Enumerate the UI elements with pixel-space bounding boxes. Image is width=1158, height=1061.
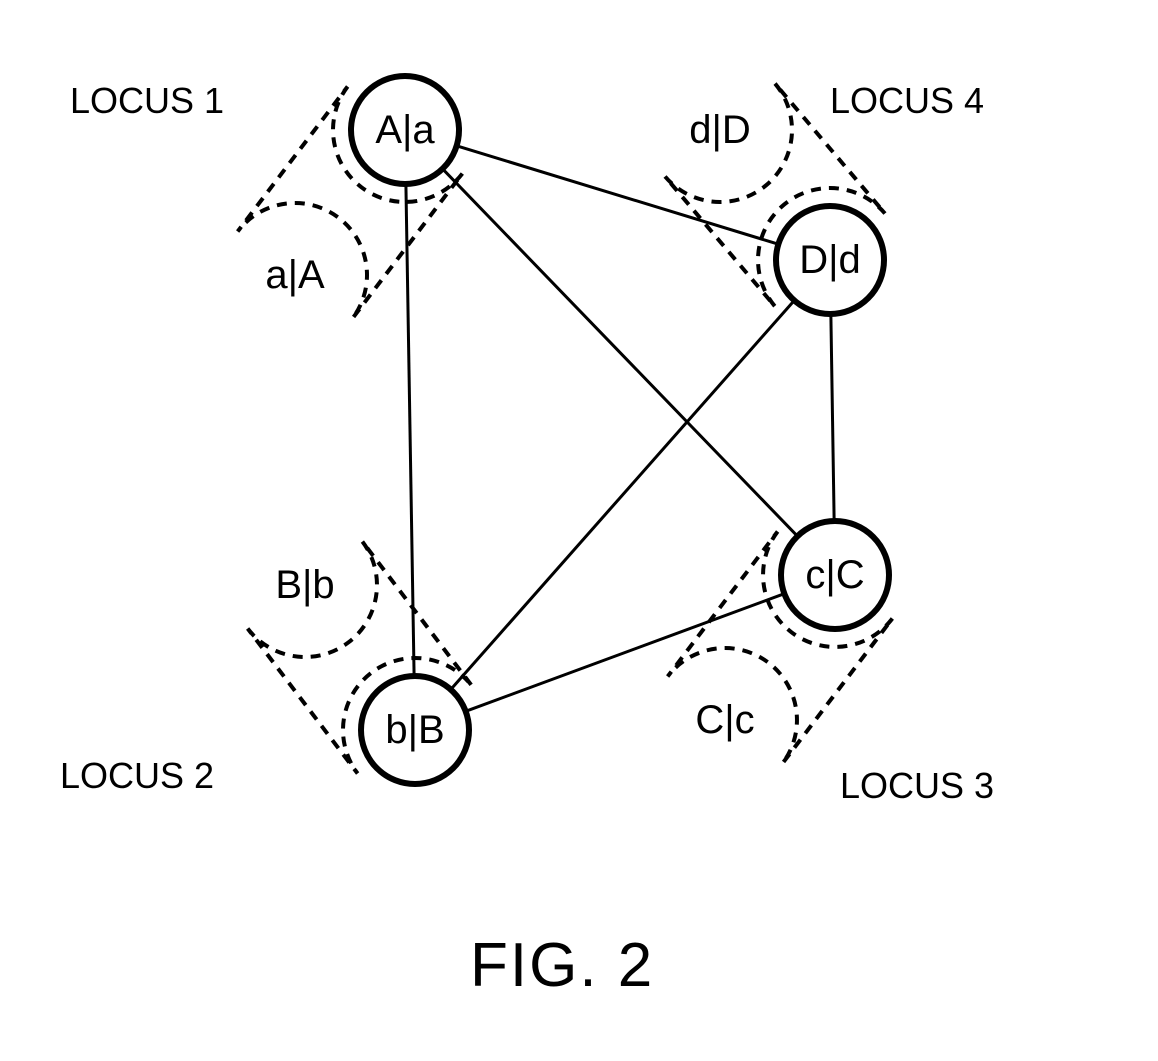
- node-label: b|B: [385, 708, 444, 752]
- edge: [457, 146, 779, 244]
- node-label: d|D: [689, 108, 751, 152]
- edge: [466, 594, 785, 712]
- edge: [831, 314, 834, 521]
- diagram-svg: A|a a|A d|D D|d B|b b|B c|C C|c: [0, 0, 1158, 1061]
- figure-caption: FIG. 2: [470, 930, 654, 1001]
- locus-1-label: LOCUS 1: [70, 80, 224, 122]
- edge: [406, 184, 414, 676]
- node-label: A|a: [375, 108, 435, 152]
- node-label: a|A: [265, 253, 325, 297]
- node-label: c|C: [805, 553, 864, 597]
- edges-layer: [406, 146, 834, 712]
- node-label: C|c: [695, 698, 754, 742]
- pills-layer: [238, 83, 893, 773]
- edge: [451, 300, 795, 689]
- node-label: D|d: [799, 238, 861, 282]
- edge: [443, 169, 798, 536]
- diagram-container: A|a a|A d|D D|d B|b b|B c|C C|c LOCUS 1 LOCUS 4…: [0, 0, 1158, 1061]
- locus-4-label: LOCUS 4: [830, 80, 984, 122]
- locus-2-label: LOCUS 2: [60, 755, 214, 797]
- node-label: B|b: [275, 563, 334, 607]
- locus-3-label: LOCUS 3: [840, 765, 994, 807]
